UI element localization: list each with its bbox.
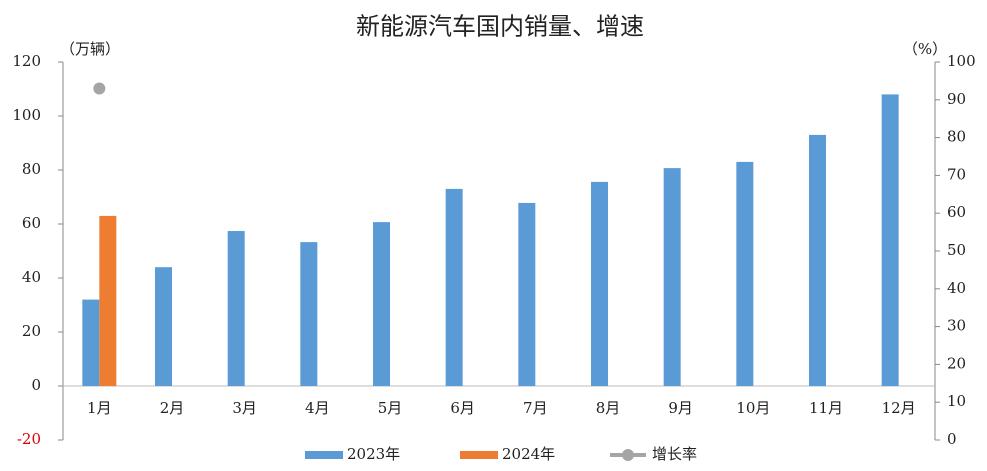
y2-tick-label: 70 [947,165,966,183]
y2-tick-label: 30 [947,317,966,335]
y-tick-label: 80 [22,160,41,178]
y2-tick-label: 40 [947,279,966,297]
y2-tick-label: 60 [947,203,966,221]
bar [591,181,608,386]
bar [809,134,826,386]
bar [82,299,100,386]
y2-axis-label: （%） [903,40,947,58]
x-tick-label: 10月 [736,399,770,417]
x-tick-label: 4月 [305,399,330,417]
y2-tick-label: 50 [947,241,966,259]
legend-label: 2024年 [502,445,555,463]
x-tick-label: 5月 [378,399,403,417]
x-tick-label: 3月 [232,399,257,417]
y2-tick-label: 100 [947,52,976,70]
legend-label: 增长率 [652,445,697,463]
x-tick-label: 11月 [809,399,843,417]
x-tick-label: 9月 [668,399,693,417]
bar [736,161,754,386]
legend-swatch [460,451,498,459]
bar [445,188,463,386]
line-marker [93,82,106,95]
chart-title: 新能源汽车国内销量、增速 [356,13,644,41]
y2-tick-label: 0 [947,430,957,448]
bar [518,202,536,386]
x-tick-label: 8月 [596,399,621,417]
y-tick-label: 40 [22,268,41,286]
legend-swatch [305,451,343,459]
y-tick-label: 120 [12,52,41,70]
y2-tick-label: 10 [947,392,966,410]
bar [99,215,117,386]
y-axis-label: （万辆） [60,40,120,58]
bar [300,242,318,386]
bar [663,168,681,386]
y-tick-label: 20 [22,322,41,340]
bar [155,267,172,386]
y2-tick-label: 90 [947,90,966,108]
y2-tick-label: 80 [947,128,966,146]
legend-label: 2023年 [347,445,400,463]
y-tick-label: 60 [22,214,41,232]
bar [881,94,899,387]
y-tick-label: 0 [31,376,41,394]
x-tick-label: 2月 [160,399,185,417]
x-tick-label: 12月 [882,399,916,417]
x-tick-label: 7月 [523,399,548,417]
y2-tick-label: 20 [947,354,966,372]
bar [227,231,245,386]
x-tick-label: 1月 [87,399,112,417]
legend-marker [622,449,634,461]
y-tick-label: 100 [12,106,41,124]
y-tick-label: -20 [17,430,41,448]
bar [373,222,390,386]
x-tick-label: 6月 [450,399,475,417]
